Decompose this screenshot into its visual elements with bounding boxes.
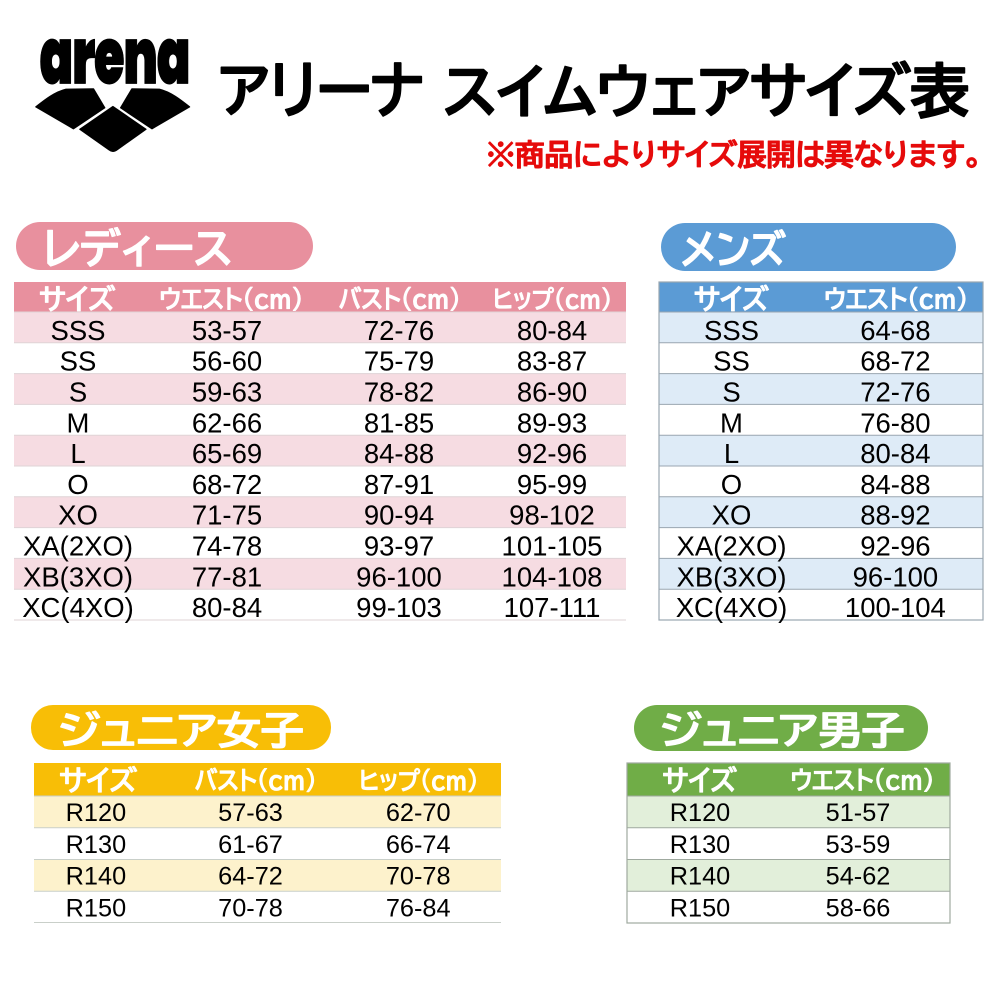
svg-text:80-84: 80-84 — [192, 592, 262, 623]
svg-text:R120: R120 — [670, 799, 730, 827]
svg-text:XB(3XO): XB(3XO) — [23, 561, 133, 592]
svg-text:80-84: 80-84 — [860, 438, 930, 469]
svg-text:107-111: 107-111 — [504, 592, 601, 623]
svg-text:XC(4XO): XC(4XO) — [22, 592, 134, 623]
svg-text:53-57: 53-57 — [192, 315, 262, 346]
svg-text:SSS: SSS — [50, 315, 105, 346]
svg-text:95-99: 95-99 — [517, 469, 587, 500]
svg-text:62-66: 62-66 — [192, 407, 262, 438]
svg-text:SS: SS — [713, 346, 750, 377]
svg-text:53-59: 53-59 — [826, 831, 891, 859]
svg-text:96-100: 96-100 — [853, 561, 939, 592]
svg-text:72-76: 72-76 — [364, 315, 434, 346]
svg-text:72-76: 72-76 — [860, 377, 930, 408]
svg-text:S: S — [69, 377, 87, 408]
svg-text:XC(4XO): XC(4XO) — [676, 592, 788, 623]
svg-text:56-60: 56-60 — [192, 346, 262, 377]
svg-text:XO: XO — [58, 500, 98, 531]
svg-text:R150: R150 — [670, 894, 730, 922]
svg-text:64-68: 64-68 — [860, 315, 930, 346]
svg-text:57-63: 57-63 — [218, 799, 283, 827]
svg-text:75-79: 75-79 — [364, 346, 434, 377]
svg-text:O: O — [67, 469, 88, 500]
svg-text:89-93: 89-93 — [517, 407, 587, 438]
svg-text:86-90: 86-90 — [517, 377, 587, 408]
svg-text:92-96: 92-96 — [860, 531, 930, 562]
svg-text:70-78: 70-78 — [386, 863, 451, 891]
svg-text:R140: R140 — [670, 863, 730, 891]
svg-text:58-66: 58-66 — [826, 894, 891, 922]
svg-text:101-105: 101-105 — [502, 531, 603, 562]
svg-text:68-72: 68-72 — [192, 469, 262, 500]
svg-text:66-74: 66-74 — [386, 831, 451, 859]
svg-text:84-88: 84-88 — [860, 469, 930, 500]
svg-text:100-104: 100-104 — [845, 592, 946, 623]
svg-text:M: M — [67, 407, 90, 438]
svg-text:90-94: 90-94 — [364, 500, 434, 531]
svg-text:61-67: 61-67 — [218, 831, 283, 859]
svg-text:59-63: 59-63 — [192, 377, 262, 408]
svg-text:92-96: 92-96 — [517, 438, 587, 469]
svg-text:99-103: 99-103 — [356, 592, 442, 623]
svg-text:71-75: 71-75 — [192, 500, 262, 531]
svg-text:74-78: 74-78 — [192, 531, 262, 562]
svg-text:L: L — [724, 438, 739, 469]
svg-text:68-72: 68-72 — [860, 346, 930, 377]
svg-text:R130: R130 — [66, 831, 126, 859]
svg-text:65-69: 65-69 — [192, 438, 262, 469]
svg-text:XA(2XO): XA(2XO) — [23, 531, 133, 562]
svg-text:XB(3XO): XB(3XO) — [676, 561, 786, 592]
svg-text:54-62: 54-62 — [826, 863, 891, 891]
svg-text:96-100: 96-100 — [356, 561, 442, 592]
svg-text:80-84: 80-84 — [517, 315, 587, 346]
svg-text:R130: R130 — [670, 831, 730, 859]
svg-text:R140: R140 — [66, 863, 126, 891]
svg-text:88-92: 88-92 — [860, 500, 930, 531]
svg-text:SSS: SSS — [704, 315, 759, 346]
svg-text:84-88: 84-88 — [364, 438, 434, 469]
svg-text:R150: R150 — [66, 894, 126, 922]
svg-text:76-80: 76-80 — [860, 407, 930, 438]
svg-text:104-108: 104-108 — [502, 561, 603, 592]
svg-text:81-85: 81-85 — [364, 407, 434, 438]
svg-text:87-91: 87-91 — [364, 469, 434, 500]
svg-text:XO: XO — [712, 500, 752, 531]
svg-text:L: L — [70, 438, 85, 469]
svg-text:O: O — [721, 469, 742, 500]
svg-text:51-57: 51-57 — [826, 799, 891, 827]
svg-text:70-78: 70-78 — [218, 894, 283, 922]
svg-text:62-70: 62-70 — [386, 799, 451, 827]
svg-text:77-81: 77-81 — [192, 561, 262, 592]
svg-text:98-102: 98-102 — [509, 500, 595, 531]
svg-text:93-97: 93-97 — [364, 531, 434, 562]
svg-text:SS: SS — [60, 346, 97, 377]
svg-text:83-87: 83-87 — [517, 346, 587, 377]
svg-text:XA(2XO): XA(2XO) — [676, 531, 786, 562]
svg-text:M: M — [720, 407, 743, 438]
svg-text:S: S — [722, 377, 740, 408]
svg-text:76-84: 76-84 — [386, 894, 451, 922]
svg-text:R120: R120 — [66, 799, 126, 827]
svg-text:78-82: 78-82 — [364, 377, 434, 408]
svg-text:64-72: 64-72 — [218, 863, 283, 891]
